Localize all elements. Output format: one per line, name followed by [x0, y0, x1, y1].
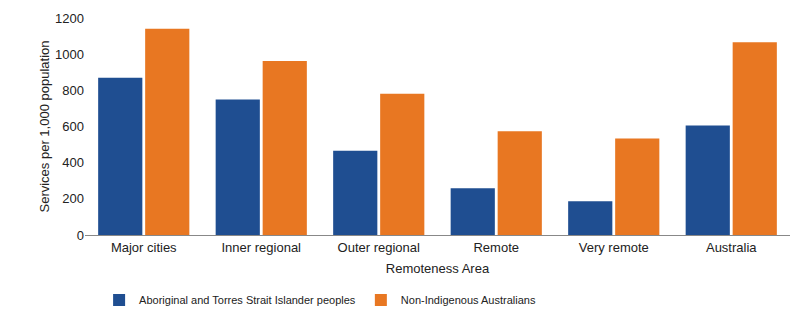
- svg-text:Australia: Australia: [706, 240, 757, 255]
- svg-text:Remoteness Area: Remoteness Area: [386, 261, 490, 276]
- svg-text:Services per 1,000 population: Services per 1,000 population: [37, 40, 52, 212]
- svg-text:Major cities: Major cities: [111, 240, 177, 255]
- svg-text:Inner regional: Inner regional: [222, 240, 302, 255]
- svg-text:Aboriginal and Torres Strait I: Aboriginal and Torres Strait Islander pe…: [139, 294, 356, 306]
- svg-text:1000: 1000: [55, 47, 84, 62]
- svg-text:Non-Indigenous Australians: Non-Indigenous Australians: [401, 294, 536, 306]
- svg-text:Very remote: Very remote: [579, 240, 649, 255]
- svg-text:Outer regional: Outer regional: [338, 240, 420, 255]
- svg-text:1200: 1200: [55, 11, 84, 26]
- svg-text:Remote: Remote: [473, 240, 519, 255]
- svg-text:0: 0: [77, 228, 84, 243]
- svg-text:600: 600: [62, 119, 84, 134]
- svg-text:800: 800: [62, 83, 84, 98]
- svg-text:200: 200: [62, 191, 84, 206]
- svg-text:400: 400: [62, 155, 84, 170]
